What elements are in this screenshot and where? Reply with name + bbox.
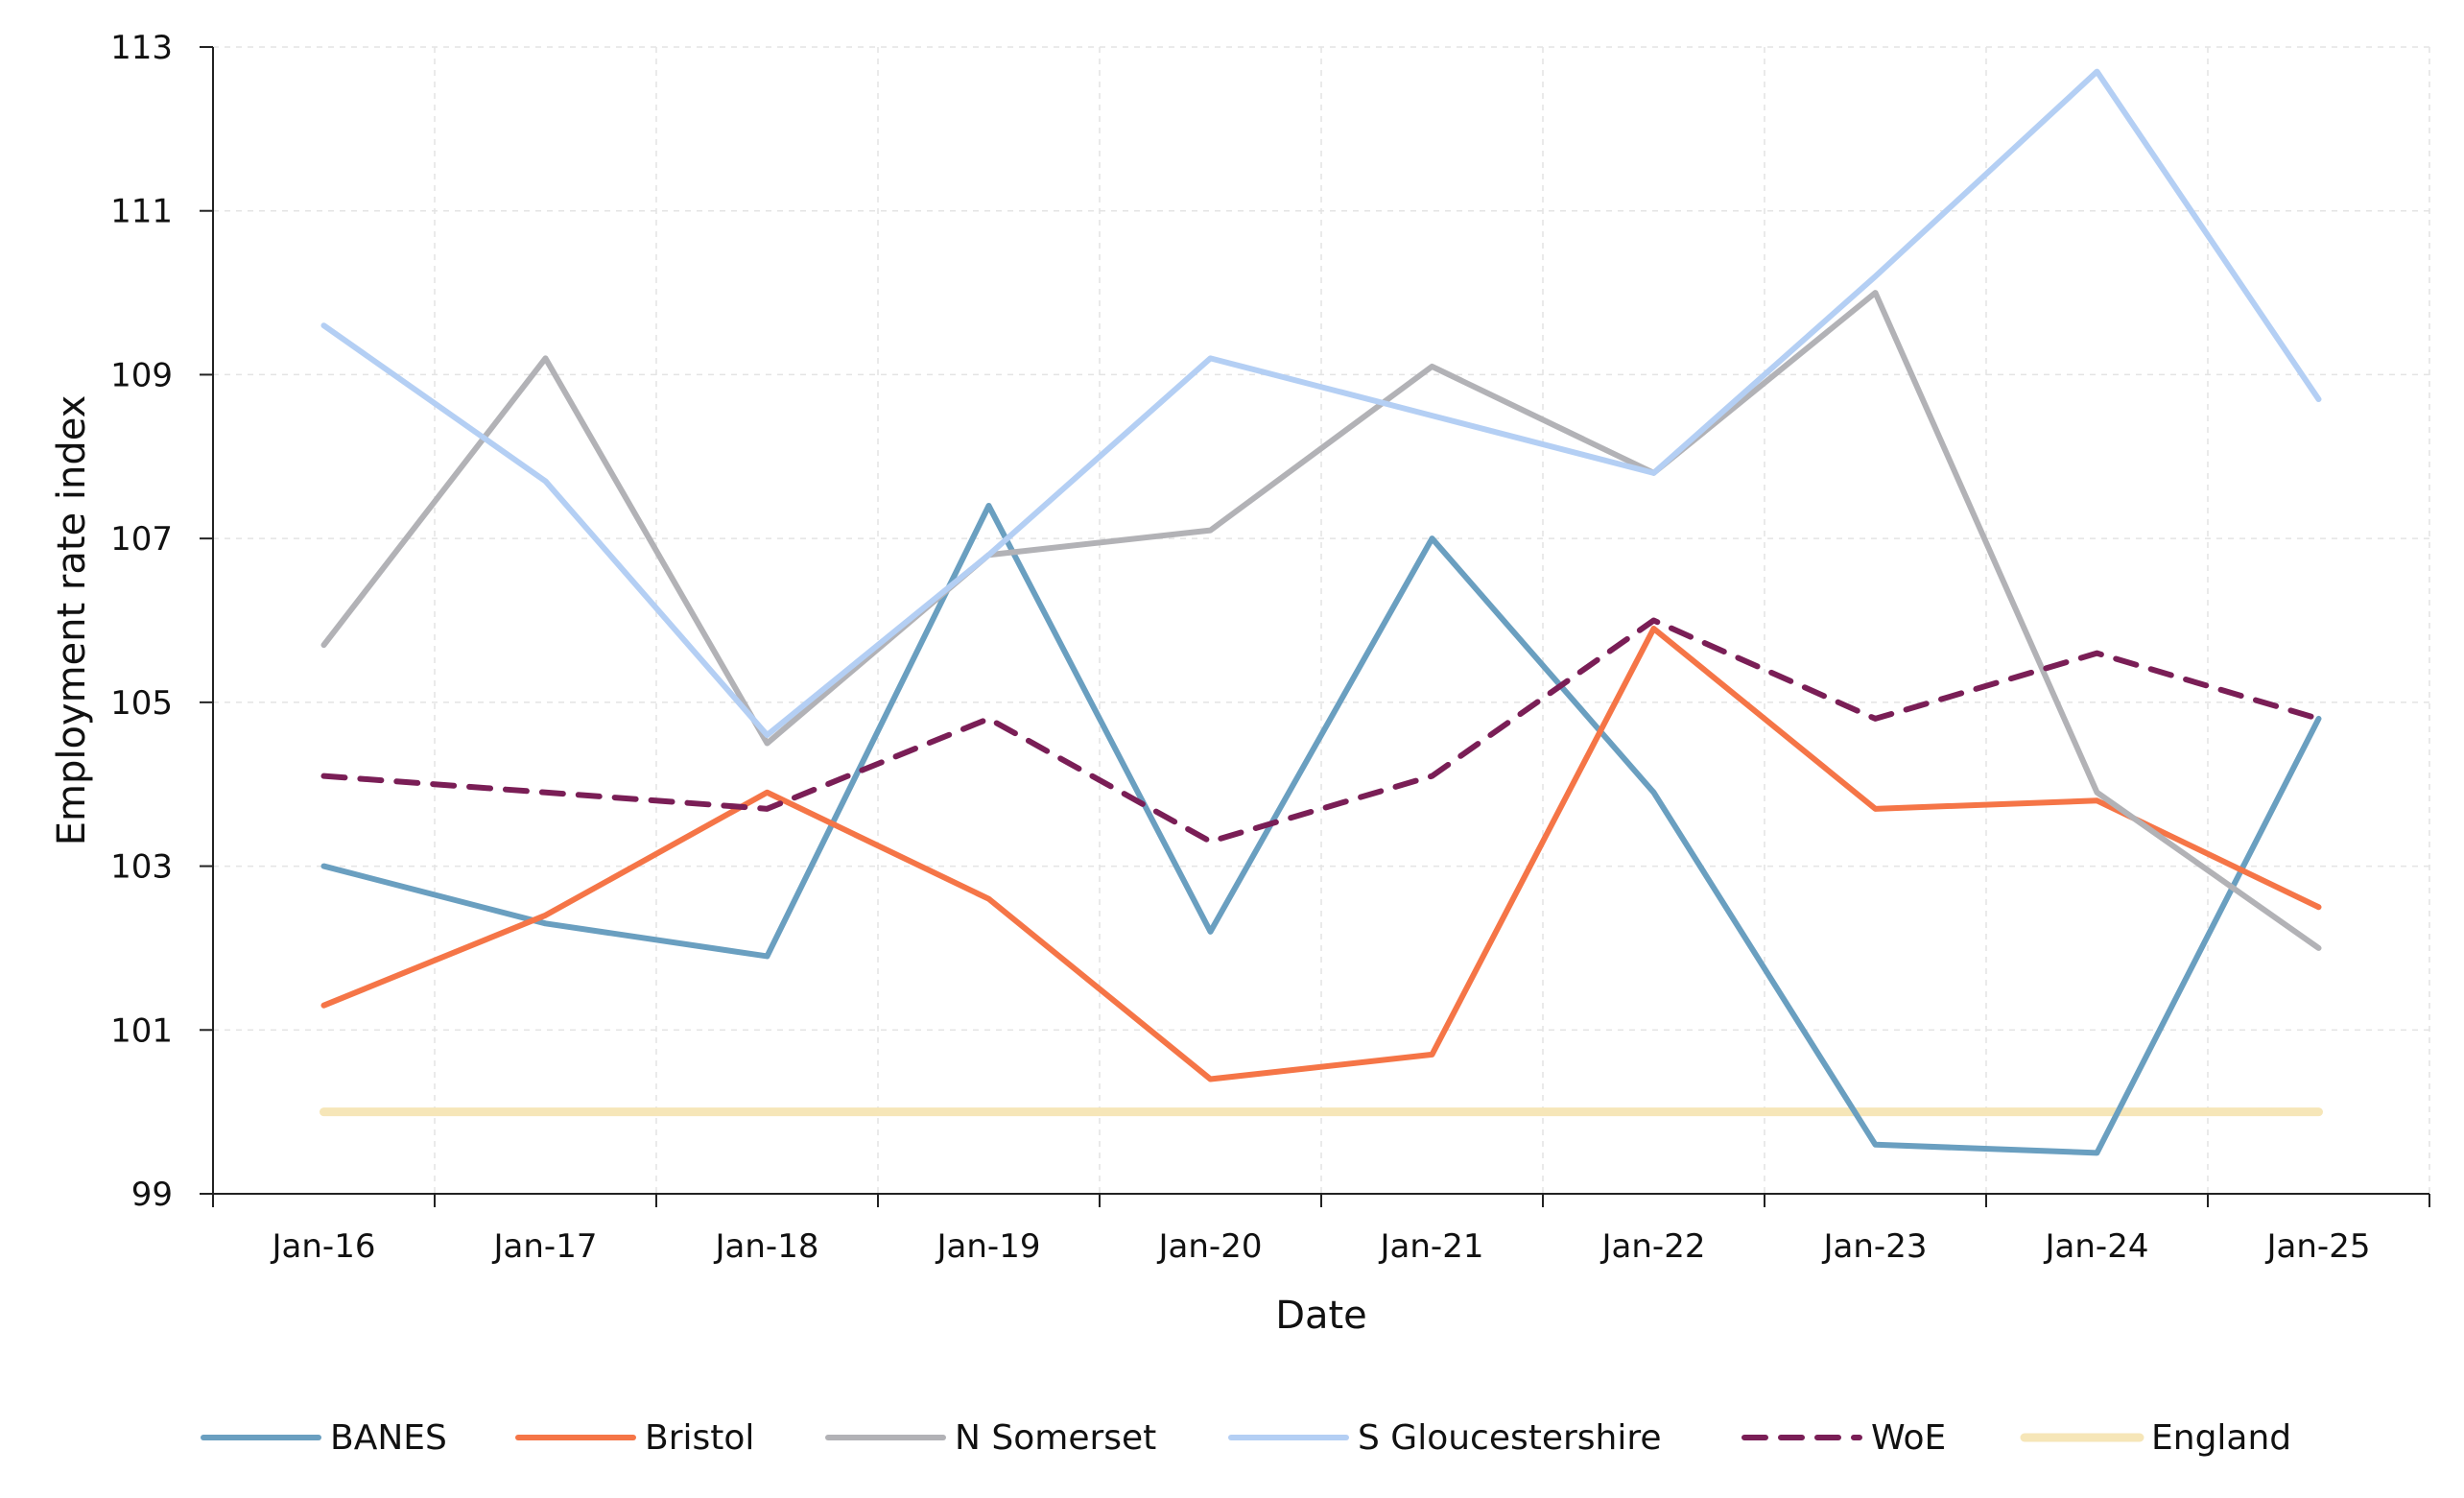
- x-tick-label: Jan-16: [271, 1227, 376, 1266]
- legend-label: England: [2151, 1418, 2291, 1458]
- series-line-banes: [320, 503, 2322, 1156]
- legend-item-n-somerset: N Somerset: [825, 1418, 1156, 1458]
- x-tick-label: Jan-24: [2044, 1227, 2149, 1266]
- y-tick-label: 111: [110, 193, 173, 231]
- legend-label: N Somerset: [955, 1418, 1156, 1458]
- y-tick-label: 101: [110, 1011, 173, 1050]
- legend: BANES Bristol N Somerset S Gloucestershire W…: [201, 1418, 2291, 1458]
- x-axis-title: Date: [1275, 1294, 1367, 1338]
- x-tick-label: Jan-18: [714, 1227, 819, 1266]
- y-tick-label: 107: [110, 520, 173, 559]
- axes: 99 101 103 105 107 109 111 113 Jan-16 Jan-17 Jan-1…: [110, 29, 2430, 1266]
- y-axis-title: Employment rate index: [50, 395, 94, 846]
- y-tick-label: 105: [110, 684, 173, 723]
- legend-item-banes: BANES: [201, 1418, 447, 1458]
- legend-label: Bristol: [645, 1418, 754, 1458]
- x-tick-label: Jan-19: [936, 1227, 1041, 1266]
- legend-item-bristol: Bristol: [515, 1418, 754, 1458]
- x-tick-label: Jan-17: [492, 1227, 598, 1266]
- x-tick-label: Jan-25: [2265, 1227, 2371, 1266]
- y-tick-label: 109: [110, 356, 173, 394]
- legend-item-woe: WoE: [1741, 1418, 1946, 1458]
- series-line-bristol: [320, 626, 2322, 1082]
- legend-label: S Gloucestershire: [1358, 1418, 1662, 1458]
- x-tick-label: Jan-20: [1157, 1227, 1263, 1266]
- legend-label: BANES: [330, 1418, 447, 1458]
- x-tick-label: Jan-21: [1379, 1227, 1484, 1266]
- series-lines: [320, 68, 2323, 1156]
- y-tick-label: 103: [110, 848, 173, 887]
- y-tick-label: 113: [110, 29, 173, 67]
- legend-label: WoE: [1871, 1418, 1946, 1458]
- series-line-woe: [320, 617, 2322, 844]
- series-line-n-somerset: [320, 290, 2322, 951]
- legend-item-england: England: [2020, 1418, 2291, 1458]
- y-tick-label: 99: [131, 1176, 173, 1214]
- series-line-s-gloucestershire: [320, 68, 2322, 738]
- x-tick-label: Jan-22: [1600, 1227, 1706, 1266]
- x-tick-label: Jan-23: [1822, 1227, 1928, 1266]
- legend-item-s-gloucestershire: S Gloucestershire: [1228, 1418, 1662, 1458]
- gridlines: [213, 46, 2430, 1194]
